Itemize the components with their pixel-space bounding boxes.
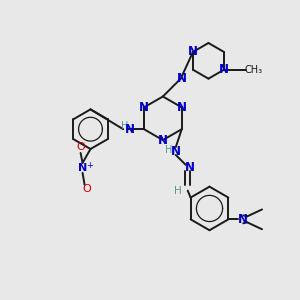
Text: N: N [78,163,87,173]
Text: N: N [139,101,149,114]
Text: N: N [219,63,229,76]
Text: N: N [125,123,135,136]
Text: H: H [165,145,172,155]
Text: N: N [188,45,198,58]
Text: N: N [177,101,187,114]
Text: O: O [82,184,91,194]
Text: N: N [158,134,168,147]
Text: N: N [177,72,187,85]
Text: H: H [122,121,129,131]
Text: CH₃: CH₃ [244,65,263,75]
Text: N: N [185,161,195,174]
Text: N: N [238,213,248,226]
Text: N: N [171,146,181,158]
Text: O: O [76,142,85,152]
Text: +: + [86,161,93,170]
Text: H: H [174,186,182,196]
